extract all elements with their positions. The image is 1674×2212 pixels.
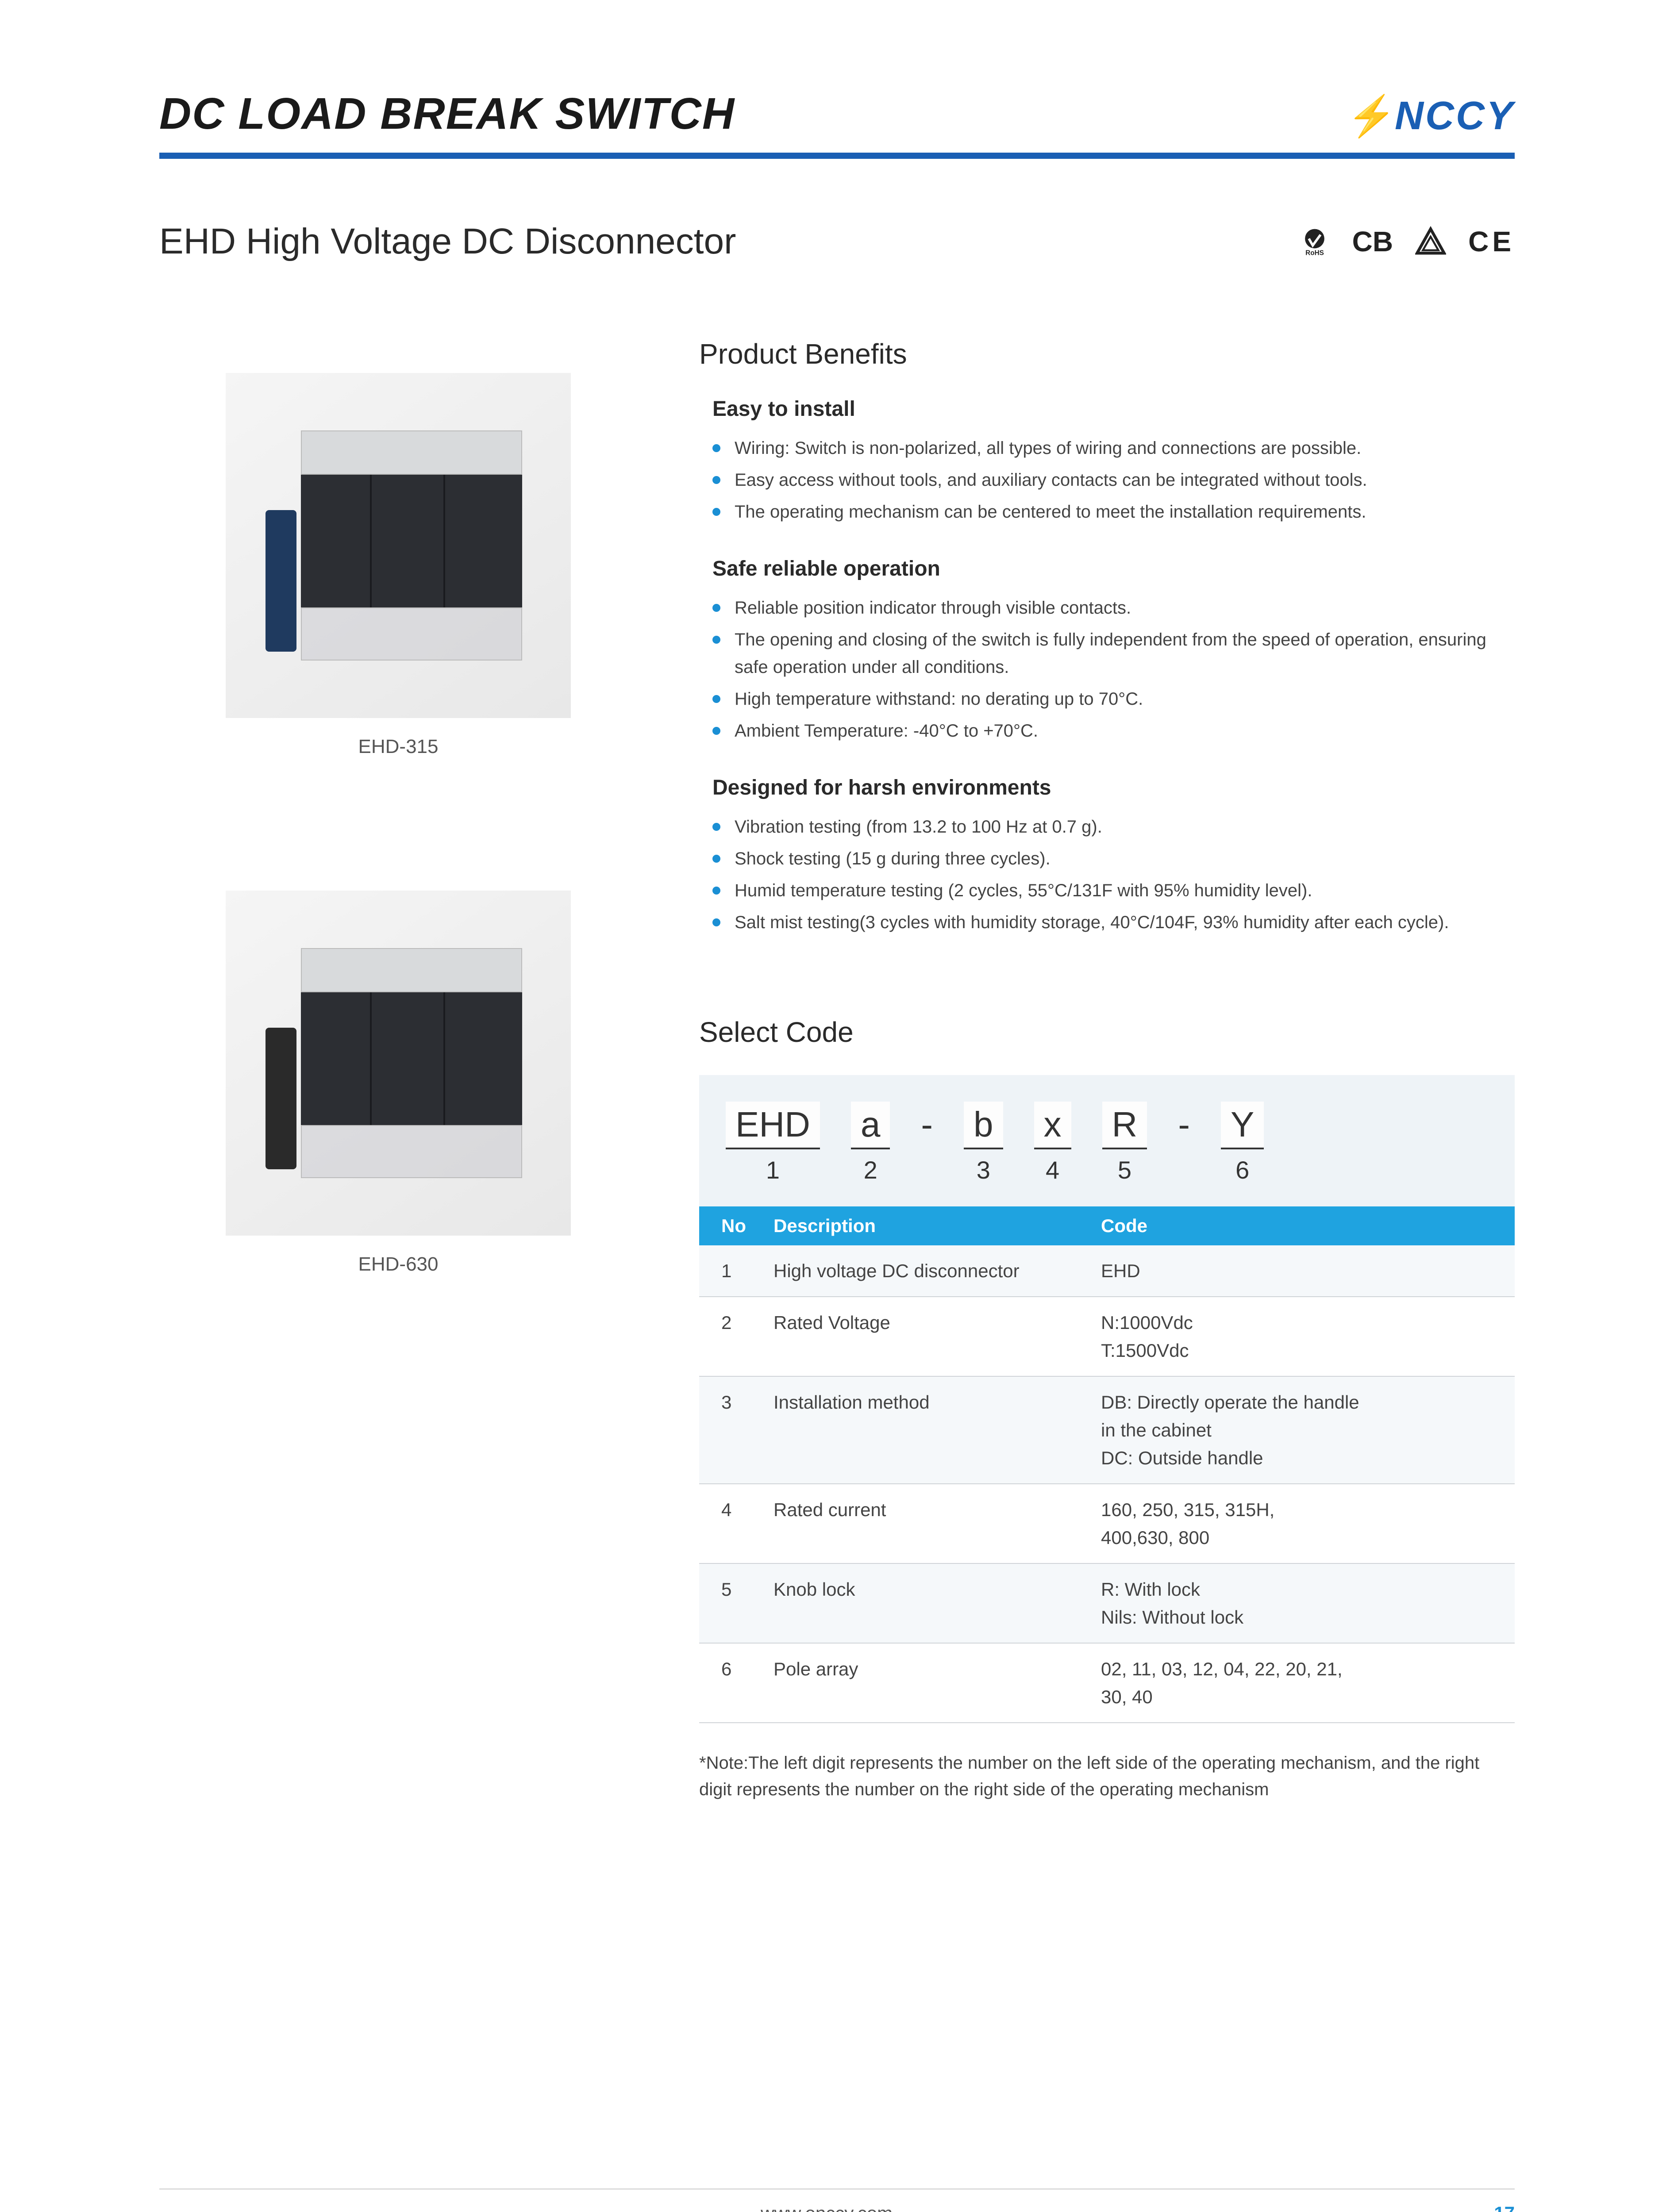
table-cell: 160, 250, 315, 315H, 400,630, 800 xyxy=(1089,1484,1515,1563)
table-cell: 1 xyxy=(699,1245,761,1297)
code-index: 5 xyxy=(1102,1156,1147,1184)
table-cell: High voltage DC disconnector xyxy=(761,1245,1089,1297)
code-index: 4 xyxy=(1034,1156,1071,1184)
code-symbol: EHD xyxy=(726,1102,820,1149)
benefit-list: Reliable position indicator through visi… xyxy=(712,594,1515,745)
code-note: *Note:The left digit represents the numb… xyxy=(699,1750,1515,1803)
bolt-icon: ⚡ xyxy=(1347,93,1398,139)
product-image-ehd-315 xyxy=(226,373,571,718)
table-header-row: NoDescriptionCode xyxy=(699,1206,1515,1245)
rohs-icon: RoHS xyxy=(1299,226,1330,257)
benefit-heading: Designed for harsh environments xyxy=(712,776,1515,800)
code-index: 6 xyxy=(1221,1156,1264,1184)
table-cell: DB: Directly operate the handle in the c… xyxy=(1089,1376,1515,1484)
table-row: 3Installation methodDB: Directly operate… xyxy=(699,1376,1515,1484)
code-cell: R5 xyxy=(1102,1102,1147,1184)
product-title: EHD High Voltage DC Disconnector xyxy=(159,221,736,262)
table-header-cell: Description xyxy=(761,1206,1089,1245)
table-cell: 02, 11, 03, 12, 04, 22, 20, 21, 30, 40 xyxy=(1089,1643,1515,1723)
brand-text: NCCY xyxy=(1395,93,1515,139)
code-cell: EHD 1 xyxy=(726,1102,820,1184)
table-cell: Knob lock xyxy=(761,1563,1089,1643)
benefit-item: Vibration testing (from 13.2 to 100 Hz a… xyxy=(712,813,1515,841)
product-block-1: EHD-315 xyxy=(226,373,571,758)
benefit-item: The operating mechanism can be centered … xyxy=(712,498,1515,526)
table-row: 6Pole array02, 11, 03, 12, 04, 22, 20, 2… xyxy=(699,1643,1515,1723)
select-code-title: Select Code xyxy=(699,1016,1515,1048)
code-cell: Y6 xyxy=(1221,1102,1264,1184)
table-cell: Installation method xyxy=(761,1376,1089,1484)
benefits-container: Easy to install Wiring: Switch is non-pol… xyxy=(699,397,1515,936)
code-index: 1 xyxy=(726,1156,820,1184)
brand-logo: ⚡ NCCY xyxy=(1347,93,1515,139)
benefit-list: Wiring: Switch is non-polarized, all typ… xyxy=(712,434,1515,526)
select-code-section: Select Code EHD1a2-b3x4R5-Y6 NoDescripti… xyxy=(699,1016,1515,1803)
table-cell: 5 xyxy=(699,1563,761,1643)
table-header-cell: Code xyxy=(1089,1206,1515,1245)
table-cell: 4 xyxy=(699,1484,761,1563)
code-symbol: R xyxy=(1102,1102,1147,1149)
benefit-item: Ambient Temperature: -40°C to +70°C. xyxy=(712,717,1515,745)
table-cell: Rated Voltage xyxy=(761,1297,1089,1376)
product-images-column: EHD-315 EHD-630 xyxy=(159,338,637,1803)
cb-mark: CB xyxy=(1352,225,1393,258)
benefits-title: Product Benefits xyxy=(699,338,1515,370)
code-cell: a2 xyxy=(851,1102,890,1184)
table-cell: N:1000Vdc T:1500Vdc xyxy=(1089,1297,1515,1376)
product-label-2: EHD-630 xyxy=(226,1253,571,1275)
code-cell: x4 xyxy=(1034,1102,1071,1184)
product-image-ehd-630 xyxy=(226,891,571,1236)
svg-text:RoHS: RoHS xyxy=(1305,250,1324,257)
page-footer: www.onccy.com 17 xyxy=(159,2189,1515,2212)
table-cell: Pole array xyxy=(761,1643,1089,1723)
benefit-heading: Easy to install xyxy=(712,397,1515,421)
content-column: Product Benefits Easy to install Wiring: … xyxy=(699,338,1515,1803)
title-row: EHD High Voltage DC Disconnector RoHS CB… xyxy=(159,221,1515,262)
product-block-2: EHD-630 xyxy=(226,891,571,1275)
benefit-item: Salt mist testing(3 cycles with humidity… xyxy=(712,909,1515,936)
table-cell: 2 xyxy=(699,1297,761,1376)
table-cell: 6 xyxy=(699,1643,761,1723)
category-title: DC LOAD BREAK SWITCH xyxy=(159,88,735,139)
code-separator: - xyxy=(1178,1102,1190,1145)
table-row: 4Rated current160, 250, 315, 315H, 400,6… xyxy=(699,1484,1515,1563)
benefit-item: Easy access without tools, and auxiliary… xyxy=(712,466,1515,494)
benefit-item: Wiring: Switch is non-polarized, all typ… xyxy=(712,434,1515,462)
benefit-list: Vibration testing (from 13.2 to 100 Hz a… xyxy=(712,813,1515,936)
code-separator: - xyxy=(921,1102,933,1145)
code-symbol: a xyxy=(851,1102,890,1149)
table-header-cell: No xyxy=(699,1206,761,1245)
table-cell: R: With lock Nils: Without lock xyxy=(1089,1563,1515,1643)
table-cell: 3 xyxy=(699,1376,761,1484)
product-label-1: EHD-315 xyxy=(226,736,571,758)
footer-url: www.onccy.com xyxy=(761,2203,893,2212)
table-row: 1High voltage DC disconnectorEHD xyxy=(699,1245,1515,1297)
table-row: 5Knob lockR: With lock Nils: Without loc… xyxy=(699,1563,1515,1643)
code-index: 2 xyxy=(851,1156,890,1184)
benefit-item: Humid temperature testing (2 cycles, 55°… xyxy=(712,877,1515,904)
benefit-item: High temperature withstand: no derating … xyxy=(712,685,1515,713)
benefit-item: The opening and closing of the switch is… xyxy=(712,626,1515,681)
ce-mark: CE xyxy=(1468,225,1515,258)
benefit-item: Reliable position indicator through visi… xyxy=(712,594,1515,622)
benefit-item: Shock testing (15 g during three cycles)… xyxy=(712,845,1515,872)
code-table: NoDescriptionCode 1High voltage DC disco… xyxy=(699,1206,1515,1723)
certification-icons: RoHS CB CE xyxy=(1299,225,1515,258)
code-symbol: b xyxy=(964,1102,1003,1149)
table-cell: Rated current xyxy=(761,1484,1089,1563)
benefit-heading: Safe reliable operation xyxy=(712,557,1515,581)
code-index: 3 xyxy=(964,1156,1003,1184)
table-cell: EHD xyxy=(1089,1245,1515,1297)
page-number: 17 xyxy=(1494,2203,1515,2212)
code-cell: b3 xyxy=(964,1102,1003,1184)
code-symbol: x xyxy=(1034,1102,1071,1149)
table-row: 2Rated VoltageN:1000Vdc T:1500Vdc xyxy=(699,1297,1515,1376)
code-pattern-box: EHD1a2-b3x4R5-Y6 xyxy=(699,1075,1515,1206)
triangle-cert-icon xyxy=(1415,226,1446,257)
code-symbol: Y xyxy=(1221,1102,1264,1149)
page-header: DC LOAD BREAK SWITCH ⚡ NCCY xyxy=(159,88,1515,159)
